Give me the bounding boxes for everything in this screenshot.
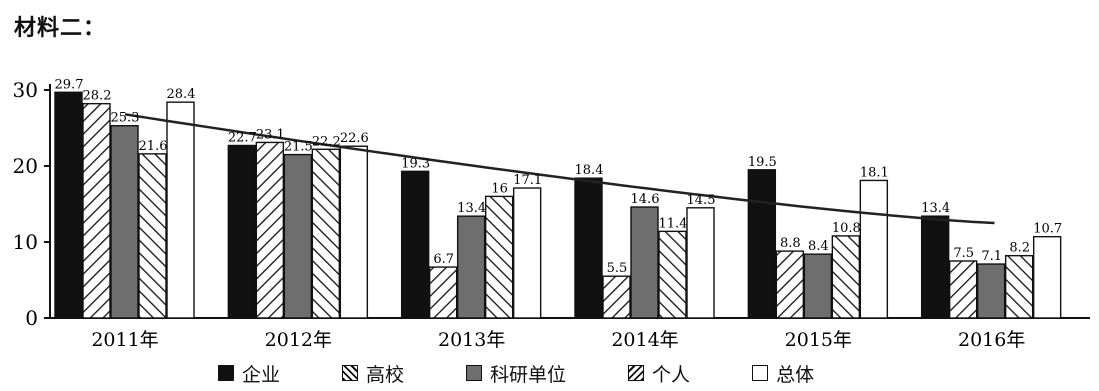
trend-curve xyxy=(124,113,995,225)
bar xyxy=(82,102,111,319)
data-label: 6.7 xyxy=(433,252,454,267)
legend-item: 企业 xyxy=(218,360,280,387)
data-label: 18.4 xyxy=(575,163,604,178)
bar xyxy=(602,275,631,319)
bar xyxy=(166,101,195,319)
legend-label: 高校 xyxy=(366,363,405,386)
data-label: 8.2 xyxy=(1009,241,1030,256)
y-tick-label: 10 xyxy=(13,230,38,254)
legend-label: 科研单位 xyxy=(490,363,567,386)
legend-item: 科研单位 xyxy=(466,360,566,387)
data-label: 29.7 xyxy=(55,77,84,92)
chart-heading: 材料二： xyxy=(14,16,107,41)
data-label: 10.8 xyxy=(832,221,861,236)
data-label: 23.1 xyxy=(256,127,285,142)
bar xyxy=(920,215,950,319)
bar xyxy=(311,148,341,319)
data-label: 22.2 xyxy=(312,134,341,149)
bar xyxy=(255,141,285,319)
bar xyxy=(831,235,861,319)
data-label: 28.2 xyxy=(83,89,112,104)
bar xyxy=(283,153,313,319)
chart-axes: 0 10 20 30 2011年 2012年 2013年 2014年 2015年 2016年 xyxy=(13,78,1090,351)
bar xyxy=(976,263,1006,319)
data-label: 22.7 xyxy=(228,130,257,145)
bar-series xyxy=(54,91,1062,319)
bar xyxy=(803,253,833,319)
bar xyxy=(574,177,603,319)
trend-line xyxy=(124,113,995,225)
data-label: 19.5 xyxy=(748,155,777,170)
data-label: 13.4 xyxy=(457,201,486,216)
data-labels: 29.728.2 25.3 21.6 28.4 22.7 23.121.5 22.2 22.6… xyxy=(55,77,1063,276)
bar xyxy=(686,207,715,319)
bar xyxy=(630,206,659,319)
bar xyxy=(1032,235,1062,319)
bar xyxy=(859,179,889,319)
bar xyxy=(227,144,257,319)
data-label: 14.5 xyxy=(687,193,716,208)
legend-item: 总体 xyxy=(752,360,814,387)
data-label: 5.5 xyxy=(607,261,628,276)
data-label: 7.1 xyxy=(981,249,1002,264)
x-tick-label: 2012年 xyxy=(265,329,332,351)
data-label: 7.5 xyxy=(953,246,974,261)
bar xyxy=(1004,254,1034,319)
x-tick-label: 2015年 xyxy=(785,329,852,351)
x-tick-label: 2014年 xyxy=(611,329,678,351)
data-label: 22.6 xyxy=(340,131,369,146)
legend-label: 总体 xyxy=(776,363,815,386)
data-label: 16 xyxy=(491,181,508,196)
x-tick-label: 2016年 xyxy=(958,329,1025,351)
y-tick-label: 20 xyxy=(13,154,38,178)
legend-swatch xyxy=(628,365,645,381)
data-label: 11.4 xyxy=(659,216,688,231)
bar xyxy=(138,153,167,319)
bar xyxy=(456,215,486,319)
y-tick-label: 30 xyxy=(13,78,38,102)
legend-label: 企业 xyxy=(242,363,281,386)
y-tick-label: 0 xyxy=(25,306,38,330)
bar xyxy=(775,250,805,319)
bar xyxy=(512,187,542,319)
data-label: 21.6 xyxy=(139,139,168,154)
legend-item: 个人 xyxy=(628,360,690,387)
data-label: 10.7 xyxy=(1033,222,1062,237)
data-label: 17.1 xyxy=(513,173,542,188)
bar xyxy=(400,170,430,319)
data-label: 28.4 xyxy=(167,87,196,102)
legend-swatch xyxy=(218,365,234,381)
data-label: 25.3 xyxy=(111,111,140,126)
data-label: 8.8 xyxy=(780,236,801,251)
bar xyxy=(484,195,514,319)
data-label: 14.6 xyxy=(631,192,660,207)
data-label: 18.1 xyxy=(860,165,889,180)
legend-swatch xyxy=(342,365,359,381)
x-tick-label: 2013年 xyxy=(438,329,505,351)
legend-item: 高校 xyxy=(342,360,404,387)
bar xyxy=(428,266,458,319)
x-tick-label: 2011年 xyxy=(91,329,158,351)
bar xyxy=(54,91,83,319)
legend-swatch xyxy=(466,365,483,381)
legend-swatch xyxy=(752,365,769,381)
bar xyxy=(658,230,687,319)
data-label: 8.4 xyxy=(808,239,829,254)
data-label: 19.3 xyxy=(401,156,430,171)
bar xyxy=(339,145,369,319)
bar xyxy=(110,125,139,319)
data-label: 21.5 xyxy=(284,140,313,155)
data-label: 13.4 xyxy=(921,201,950,216)
legend-label: 个人 xyxy=(652,363,691,386)
bar xyxy=(948,260,978,319)
chart-legend: 企业 高校 科研单位 个人 总体 xyxy=(218,358,876,388)
bar xyxy=(747,169,777,319)
